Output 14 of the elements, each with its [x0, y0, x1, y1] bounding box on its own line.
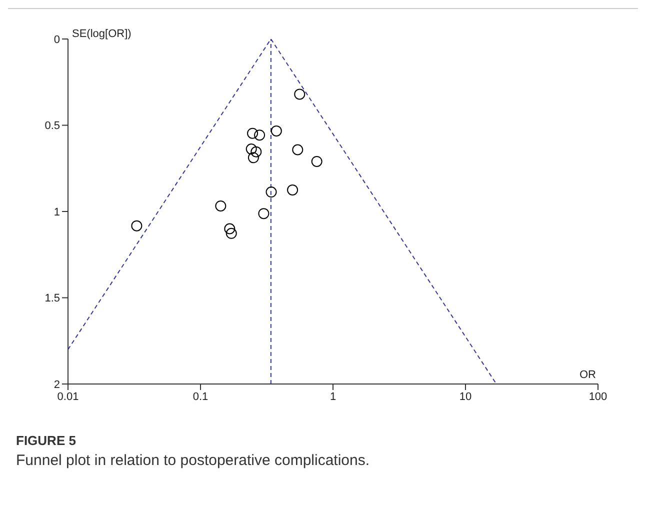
y-tick-label: 2: [54, 378, 60, 391]
y-tick-label: 0: [54, 34, 60, 46]
x-axis-title: OR: [580, 369, 596, 381]
text: Funnel plot in relation to postoperative complications.: [16, 452, 371, 469]
x-tick-label: 0.1: [192, 390, 208, 403]
y-tick-label: 1: [54, 206, 60, 218]
x-tick-label: 0.01: [57, 390, 79, 403]
y-tick-label: 1.5: [44, 292, 60, 305]
y-axis-title: SE(log[OR]): [72, 28, 132, 40]
x-tick-label: 1: [330, 390, 336, 403]
x-tick-label: 10: [459, 390, 472, 403]
text: FIGURE 5: [16, 433, 77, 448]
x-tick-label: 100: [588, 390, 608, 403]
y-tick-label: 0.5: [44, 120, 60, 132]
